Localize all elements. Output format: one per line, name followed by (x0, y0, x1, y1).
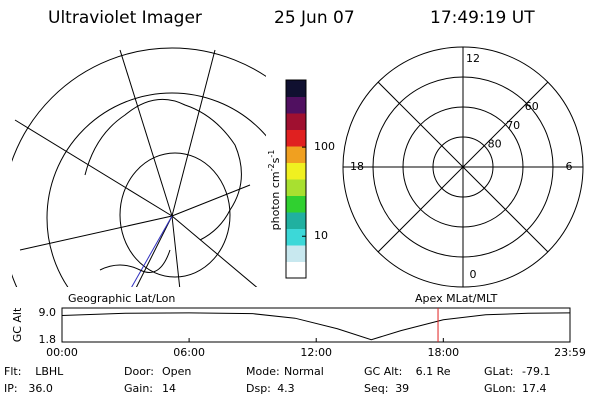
colorbar-segment (286, 261, 306, 279)
info-label: Seq: (364, 382, 388, 395)
unit-text: s (269, 157, 282, 163)
title: Ultraviolet Imager (48, 8, 202, 28)
info-label: Door: (124, 365, 154, 378)
colorbar-segment (286, 80, 306, 97)
colorbar-tick-label: 10 (314, 229, 328, 242)
colorbar-segment (286, 228, 306, 246)
info-value: 4.3 (277, 382, 295, 395)
colorbar-tick-label: 100 (314, 140, 335, 153)
info-label: Gain: (124, 382, 153, 395)
x-tick-label: 23:59 (554, 346, 586, 359)
mlt-label: 0 (470, 268, 477, 281)
colorbar-segment (286, 195, 306, 213)
info-value: 39 (395, 382, 409, 395)
polar-spoke (377, 81, 549, 253)
colorbar-segment (286, 96, 306, 114)
date: 25 Jun 07 (274, 8, 355, 28)
info-label: GC Alt: (364, 365, 402, 378)
polar-label: Apex MLat/MLT (415, 292, 498, 305)
colorbar-segment (286, 129, 306, 147)
info-label: Flt: (4, 365, 21, 378)
time: 17:49:19 UT (430, 8, 535, 28)
info-value: 36.0 (28, 382, 53, 395)
unit-exp: -1 (267, 150, 276, 158)
y-tick-label: 1.8 (39, 333, 57, 346)
x-tick-label: 18:00 (427, 346, 459, 359)
mlt-label: 12 (466, 52, 480, 65)
ring-label: 70 (506, 119, 520, 132)
colorbar-segment (286, 179, 306, 196)
colorbar-segment (286, 245, 306, 262)
y-tick-label: 9.0 (39, 306, 57, 319)
info-label: Mode: (246, 365, 280, 378)
mlt-label: 18 (350, 160, 364, 173)
info-value: 6.1 Re (416, 365, 451, 378)
colorbar-unit: photon cm-2s-1 (267, 150, 283, 231)
colorbar-segment (286, 146, 306, 163)
info-value: -79.1 (522, 365, 550, 378)
mlt-label: 6 (566, 160, 573, 173)
x-tick-label: 00:00 (46, 346, 78, 359)
info-label: GLon: (484, 382, 516, 395)
altitude-line (61, 312, 571, 341)
info-value: 17.4 (522, 382, 547, 395)
geographic-map (12, 47, 266, 287)
info-value: Open (162, 365, 191, 378)
colorbar-segment (286, 212, 306, 229)
info-label: IP: (4, 382, 18, 395)
ring-label: 60 (525, 100, 539, 113)
ring-label: 80 (488, 137, 502, 150)
info-label: Dsp: (246, 382, 271, 395)
info-label: GLat: (484, 365, 513, 378)
y-axis-label: GC Alt (11, 307, 24, 342)
map-label: Geographic Lat/Lon (68, 292, 175, 305)
colorbar-segment (286, 162, 306, 180)
colorbar-segment (286, 113, 306, 130)
info-value: 14 (162, 382, 176, 395)
x-tick-label: 06:00 (173, 346, 205, 359)
info-value: LBHL (35, 365, 64, 378)
unit-text: photon cm (269, 171, 282, 230)
info-value: Normal (284, 365, 324, 378)
x-tick-label: 12:00 (300, 346, 332, 359)
colorbar-frame (285, 79, 307, 279)
unit-exp: -2 (267, 163, 276, 171)
